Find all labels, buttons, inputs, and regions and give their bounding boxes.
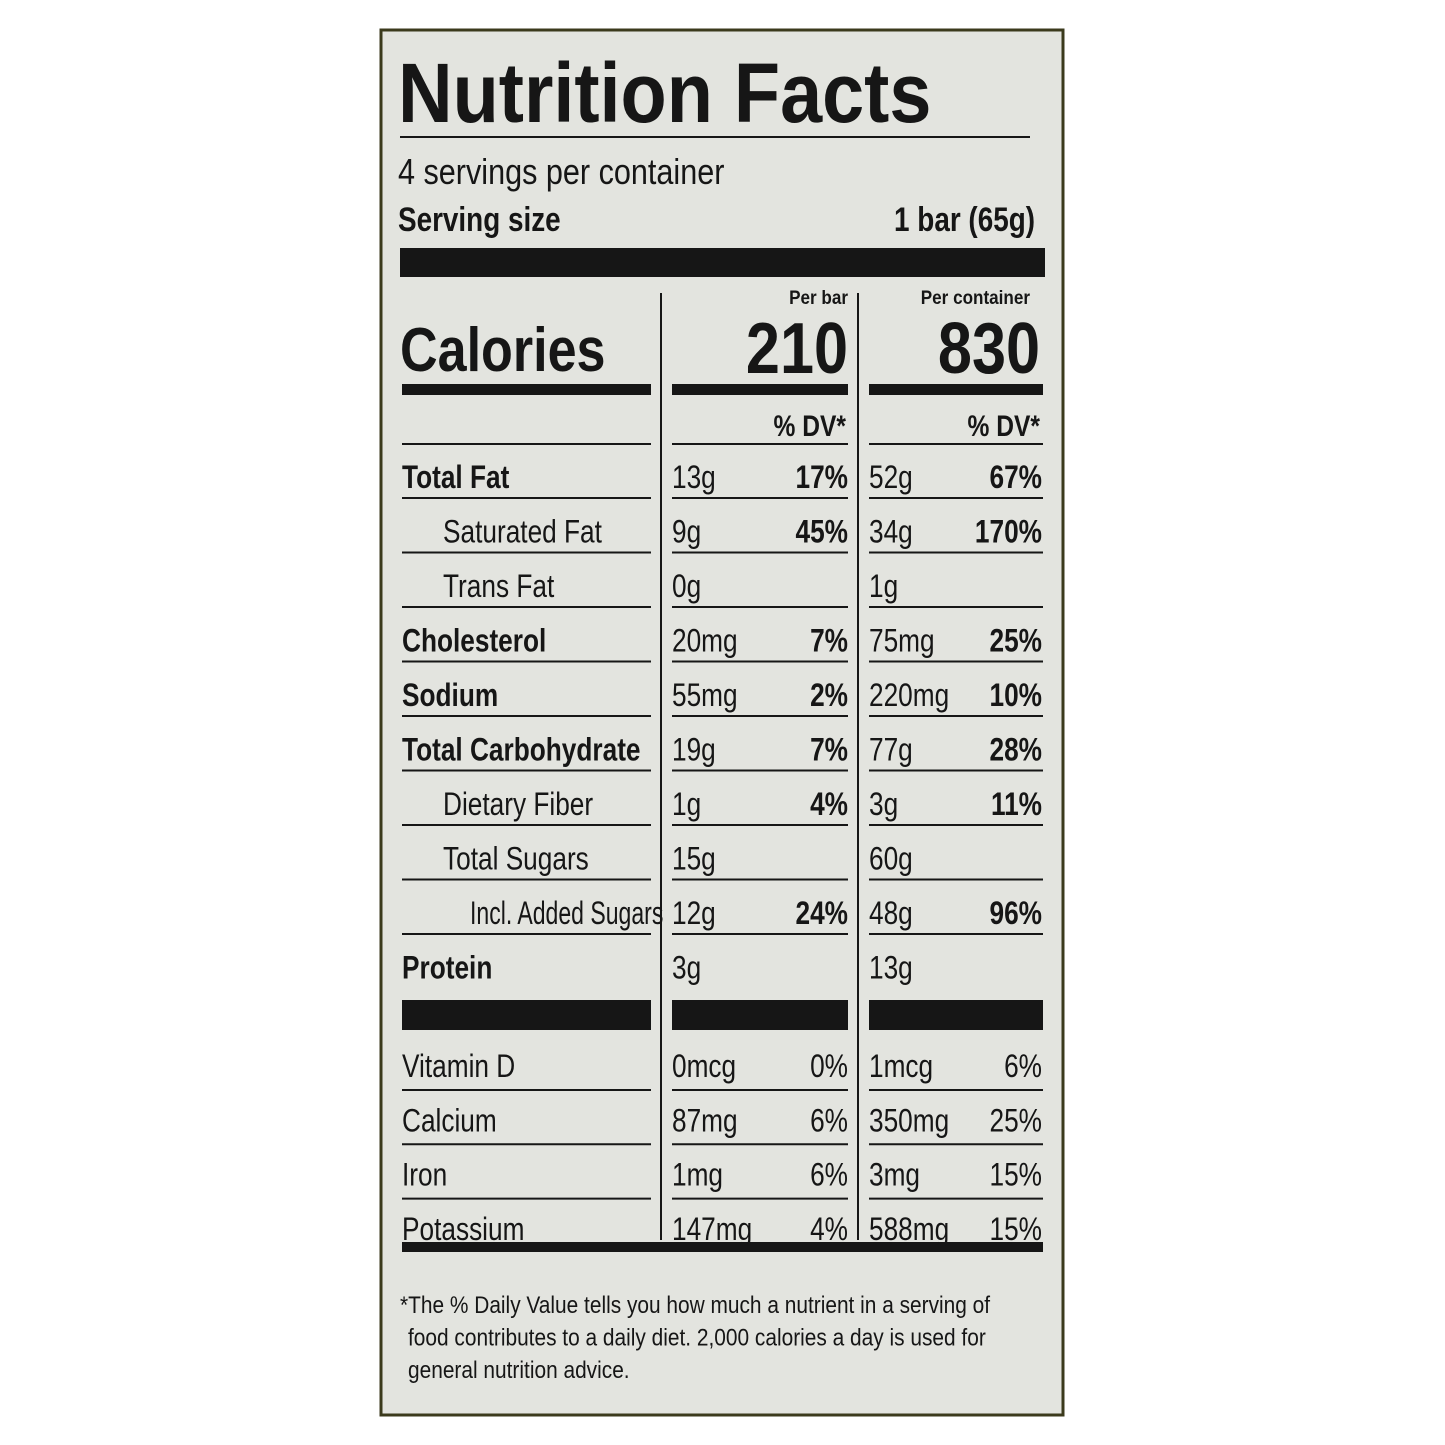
amount: 15g — [672, 842, 716, 877]
daily-value: 6% — [1004, 1050, 1042, 1085]
column-header: Per bar — [789, 287, 848, 308]
nutrient-name: Cholesterol — [402, 624, 546, 659]
daily-value: 15% — [989, 1158, 1042, 1193]
amount: 13g — [869, 951, 913, 986]
thick-rule — [672, 384, 848, 395]
amount: 77g — [869, 733, 913, 768]
daily-value: 67% — [989, 461, 1042, 496]
amount: 48g — [869, 897, 913, 932]
daily-value: 6% — [810, 1158, 848, 1193]
amount: 588mg — [869, 1213, 949, 1248]
nutrient-name: Incl. Added Sugars — [470, 895, 663, 931]
amount: 1mcg — [869, 1050, 933, 1085]
amount: 1mg — [672, 1158, 723, 1193]
servings: 4 servings per container — [398, 153, 724, 193]
amount: 147mg — [672, 1213, 752, 1248]
amount: 52g — [869, 461, 913, 496]
nutrient-name: Sodium — [402, 679, 498, 714]
daily-value: 7% — [810, 624, 848, 659]
daily-value: 15% — [989, 1213, 1042, 1248]
nutrient-name: Potassium — [402, 1213, 524, 1248]
nutrient-name: Saturated Fat — [443, 515, 602, 550]
amount: 220mg — [869, 679, 949, 714]
nutrient-name: Vitamin D — [402, 1050, 515, 1085]
daily-value: 10% — [989, 679, 1042, 714]
title: Nutrition Facts — [398, 46, 931, 140]
amount: 20mg — [672, 624, 738, 659]
amount: 0g — [672, 570, 701, 605]
amount: 3g — [672, 951, 701, 986]
amount: 60g — [869, 842, 913, 877]
amount: 34g — [869, 515, 913, 550]
daily-value: 7% — [810, 733, 848, 768]
calories-label: Calories — [400, 316, 606, 385]
thick-rule — [402, 1000, 651, 1030]
daily-value: 4% — [810, 788, 848, 823]
daily-value: 11% — [991, 788, 1042, 823]
amount: 13g — [672, 461, 716, 496]
thick-rule — [402, 384, 651, 395]
nutrient-name: Dietary Fiber — [443, 788, 593, 823]
serving-size-label: Serving size — [398, 200, 561, 238]
nutrient-name: Trans Fat — [443, 570, 554, 605]
amount: 75mg — [869, 624, 935, 659]
calories-value: 210 — [746, 309, 848, 389]
nutrient-name: Total Fat — [402, 461, 510, 496]
serving-size-value: 1 bar (65g) — [894, 200, 1035, 238]
amount: 55mg — [672, 679, 738, 714]
amount: 0mcg — [672, 1050, 736, 1085]
nutrient-name: Protein — [402, 951, 492, 986]
dv-header: % DV* — [774, 409, 847, 443]
thick-rule — [869, 1000, 1043, 1030]
daily-value: 25% — [989, 624, 1042, 659]
amount: 1g — [869, 570, 898, 605]
footnote: *The % Daily Value tells you how much a … — [400, 1292, 991, 1319]
column-header: Per container — [921, 287, 1030, 308]
daily-value: 6% — [810, 1104, 848, 1139]
thick-rule — [672, 1000, 848, 1030]
amount: 12g — [672, 897, 716, 932]
amount: 1g — [672, 788, 701, 823]
daily-value: 170% — [975, 515, 1042, 550]
amount: 19g — [672, 733, 716, 768]
daily-value: 24% — [795, 897, 848, 932]
amount: 87mg — [672, 1104, 738, 1139]
daily-value: 2% — [810, 679, 848, 714]
amount: 3mg — [869, 1158, 920, 1193]
nutrient-name: Total Sugars — [443, 842, 589, 877]
amount: 3g — [869, 788, 898, 823]
daily-value: 25% — [989, 1104, 1042, 1139]
daily-value: 45% — [795, 515, 848, 550]
thick-rule — [869, 384, 1043, 395]
daily-value: 17% — [795, 461, 848, 496]
nutrient-name: Calcium — [402, 1104, 497, 1139]
amount: 350mg — [869, 1104, 949, 1139]
daily-value: 96% — [989, 897, 1042, 932]
daily-value: 0% — [810, 1050, 848, 1085]
daily-value: 4% — [810, 1213, 848, 1248]
thick-rule — [402, 1242, 1043, 1252]
dv-header: % DV* — [968, 409, 1041, 443]
thick-rule — [400, 248, 1045, 277]
nutrient-name: Iron — [402, 1158, 447, 1193]
footnote: food contributes to a daily diet. 2,000 … — [408, 1324, 986, 1351]
daily-value: 28% — [989, 733, 1042, 768]
calories-value: 830 — [938, 309, 1040, 389]
nutrient-name: Total Carbohydrate — [402, 733, 641, 768]
footnote: general nutrition advice. — [408, 1357, 630, 1384]
amount: 9g — [672, 515, 701, 550]
